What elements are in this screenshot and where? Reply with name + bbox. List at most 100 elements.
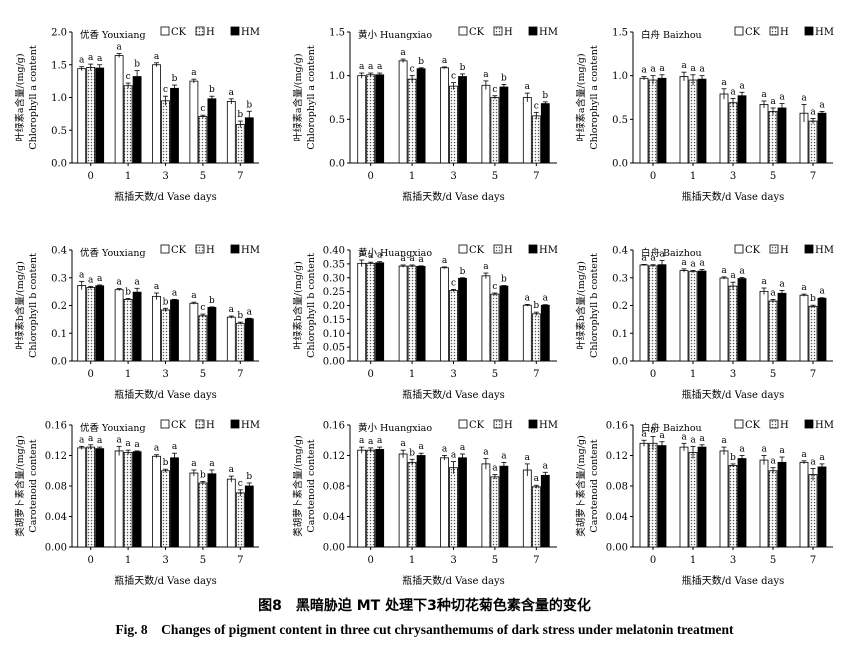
bar-h — [688, 271, 698, 362]
x-tick-label: 7 — [237, 171, 243, 182]
legend-swatch-ck — [734, 244, 744, 254]
y-axis-label: 叶绿素a含量/(mg/g) — [292, 53, 304, 141]
legend-label: H — [206, 27, 215, 38]
error-bar — [442, 455, 447, 461]
legend-swatch-h — [493, 419, 503, 429]
x-tick-label: 3 — [730, 369, 736, 380]
bar-h — [449, 290, 458, 362]
error-bar — [801, 104, 807, 122]
legend-swatch-hm — [528, 244, 538, 254]
bar-ck — [481, 84, 491, 164]
x-tick-label: 3 — [162, 369, 168, 380]
error-bar — [237, 321, 243, 325]
y-axis-label-en: Chlorophyll a content — [306, 45, 317, 149]
significance-label: a — [451, 451, 457, 461]
x-tick-label: 0 — [88, 171, 94, 182]
legend-label: CK — [469, 245, 485, 256]
error-bar — [730, 463, 736, 467]
significance-label: b — [409, 448, 415, 458]
error-bar — [172, 84, 177, 92]
error-bar — [730, 97, 736, 108]
bar-ck — [679, 446, 689, 548]
legend-label: HM — [815, 27, 834, 38]
legend-swatch-ck — [734, 419, 744, 429]
significance-label: b — [237, 311, 243, 321]
error-bar — [779, 103, 785, 113]
bar-hm — [244, 485, 254, 548]
significance-label: a — [492, 464, 498, 474]
legend-swatch-hm — [230, 244, 240, 254]
x-axis-label: 瓶插天数/d Vase days — [114, 574, 217, 587]
significance-label: a — [739, 81, 745, 91]
bar-h — [449, 467, 458, 548]
bar-hm — [737, 278, 747, 362]
legend-swatch-h — [195, 419, 205, 429]
bar-hm — [657, 445, 667, 548]
legend-swatch-h — [769, 419, 779, 429]
y-tick-label: 0.16 — [606, 421, 628, 432]
bar-ck — [189, 80, 199, 164]
error-bar — [400, 264, 406, 268]
significance-label: a — [699, 434, 705, 444]
legend-swatch-ck — [458, 244, 468, 254]
error-bar — [659, 260, 665, 269]
error-bar — [191, 301, 197, 305]
legend-swatch-h — [195, 244, 205, 254]
bar-hm — [95, 285, 105, 362]
y-tick-label: 0.2 — [612, 301, 628, 312]
bar-hm — [499, 285, 509, 362]
significance-label: c — [238, 479, 243, 489]
legend-label: H — [206, 245, 215, 256]
bar-hm — [817, 297, 827, 362]
bar-hm — [375, 262, 385, 362]
bar-h — [123, 85, 133, 164]
significance-label: b — [418, 57, 424, 67]
figure-caption-en: Fig. 8 Changes of pigment content in thr… — [115, 622, 734, 637]
bar-hm — [244, 318, 254, 362]
error-bar — [810, 468, 816, 481]
error-bar — [451, 289, 456, 292]
error-bar — [116, 53, 122, 58]
significance-label: a — [534, 474, 540, 484]
significance-label: a — [97, 436, 103, 446]
significance-label: a — [409, 254, 415, 264]
significance-label: a — [690, 435, 696, 445]
legend-label: CK — [469, 420, 485, 431]
legend-label: HM — [241, 245, 260, 256]
error-bar — [400, 58, 406, 63]
x-tick-label: 5 — [770, 369, 776, 380]
bar-hm — [207, 307, 217, 362]
legend-label: HM — [815, 420, 834, 431]
error-bar — [209, 95, 215, 102]
y-tick-label: 0.0 — [51, 159, 67, 170]
legend-label: H — [504, 420, 513, 431]
significance-label: a — [116, 435, 122, 445]
bar-hm — [697, 446, 707, 548]
error-bar — [721, 276, 727, 280]
error-bar — [246, 110, 252, 125]
error-bar — [125, 82, 131, 89]
significance-label: a — [116, 43, 122, 53]
bar-hm — [132, 451, 142, 548]
bar-hm — [416, 455, 426, 548]
error-bar — [409, 264, 415, 268]
significance-label: b — [246, 472, 252, 482]
error-bar — [483, 458, 489, 470]
significance-label: a — [191, 459, 197, 469]
bar-ck — [114, 450, 124, 548]
significance-label: c — [492, 282, 497, 292]
cultivar-label: 白舟 Baizhou — [641, 29, 702, 41]
significance-label: a — [659, 64, 665, 74]
bar-hm — [817, 112, 827, 164]
significance-label: a — [154, 444, 160, 454]
significance-label: a — [359, 249, 365, 259]
error-bar — [359, 72, 365, 79]
error-bar — [400, 449, 406, 458]
x-tick-label: 5 — [492, 369, 498, 380]
x-tick-label: 3 — [730, 555, 736, 566]
legend-label: HM — [539, 245, 558, 256]
